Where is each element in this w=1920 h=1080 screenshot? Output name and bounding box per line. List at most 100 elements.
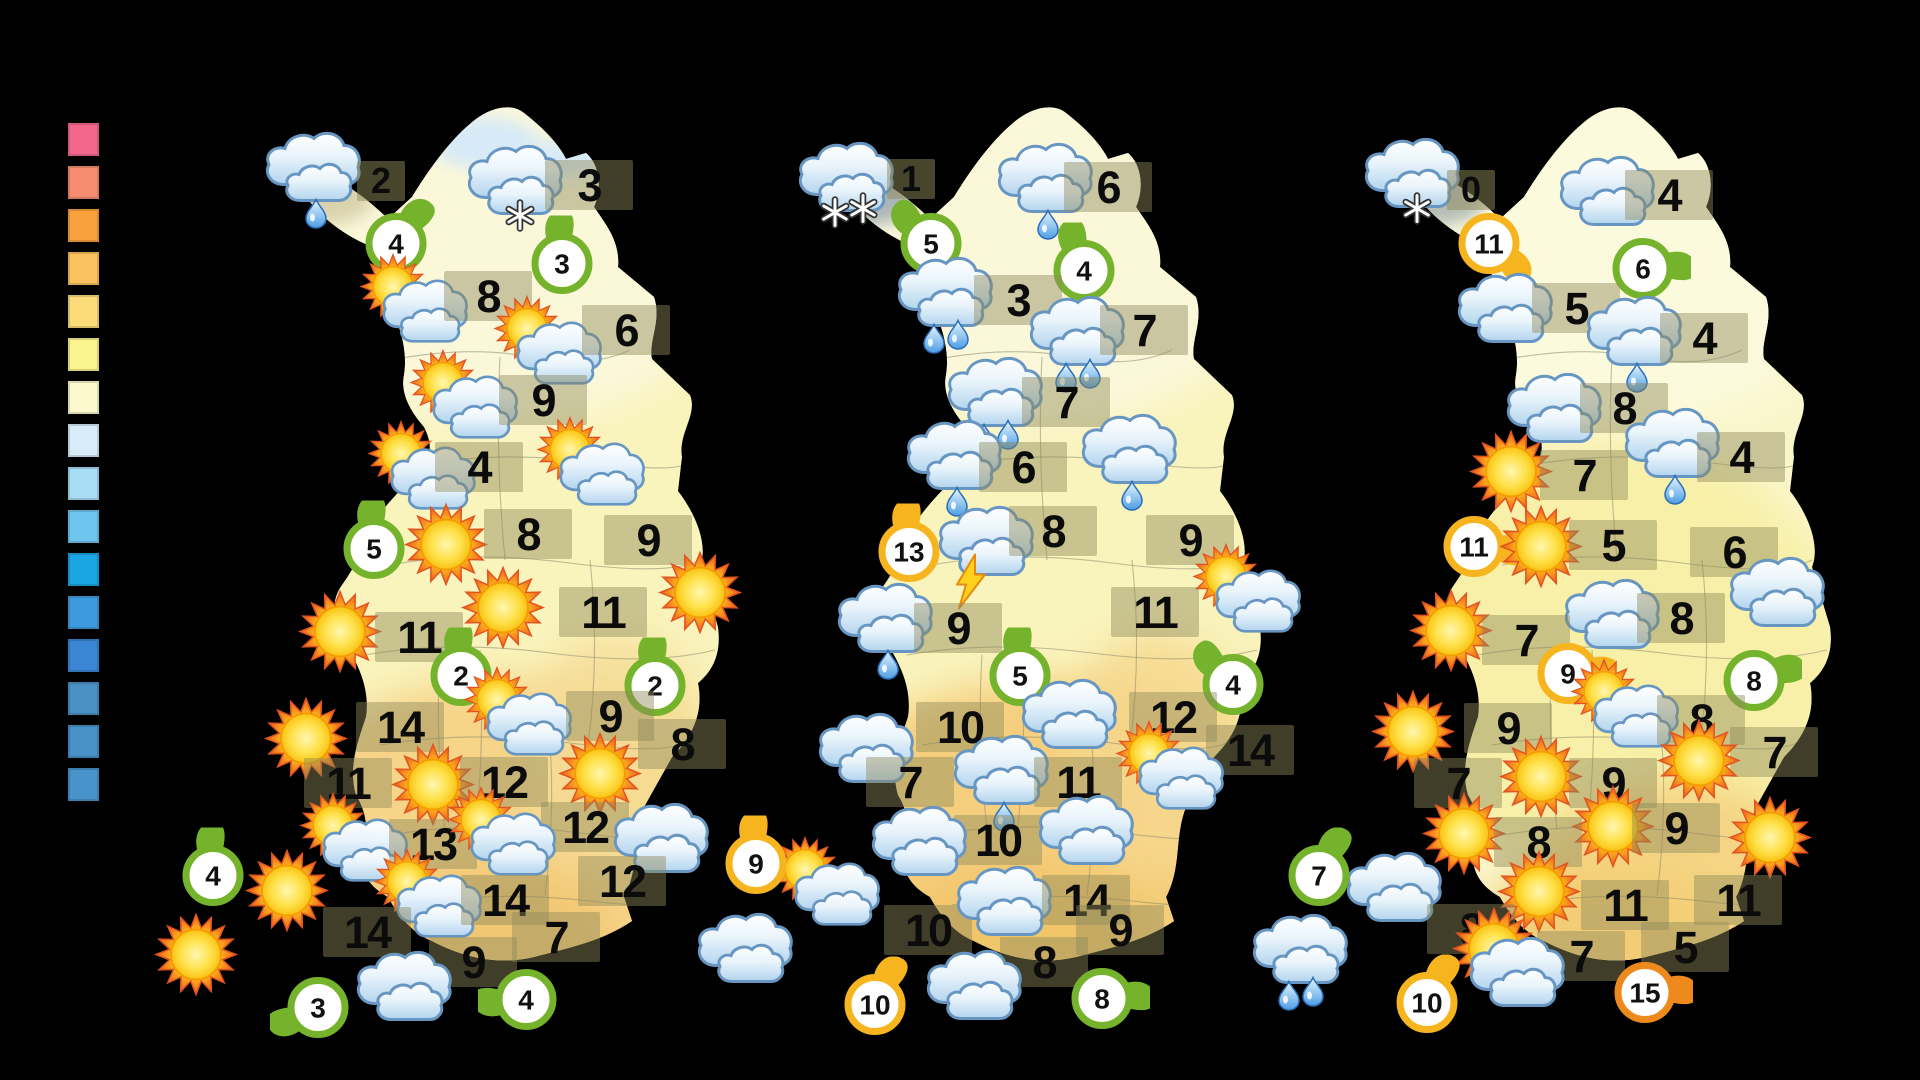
temperature-label: 5 — [1641, 922, 1729, 972]
wind-speed-value: 4 — [388, 229, 404, 260]
temperature-value: 10 — [904, 904, 953, 956]
temperature-value: 5 — [1673, 921, 1698, 973]
wind-speed-value: 13 — [893, 537, 924, 568]
temperature-value: 8 — [1669, 592, 1694, 644]
wind-marker-ring — [878, 521, 940, 582]
temperature-label: 14 — [461, 875, 549, 925]
temperature-value: 12 — [561, 801, 610, 853]
wind-speed-value: 15 — [1629, 978, 1660, 1009]
wind-speed-marker: 5 — [883, 196, 979, 297]
wind-marker-ring — [725, 833, 787, 894]
wind-speed-value: 5 — [923, 229, 939, 260]
wind-speed-value: 4 — [205, 861, 221, 892]
cloud-icon — [952, 862, 1054, 945]
temperature-value: 7 — [1569, 930, 1594, 982]
wind-speed-marker: 8 — [1706, 633, 1807, 734]
temperature-value: 14 — [481, 874, 530, 926]
wind-speed-value: 11 — [1459, 532, 1489, 563]
temperature-value: 14 — [1062, 874, 1111, 926]
temperature-value: 11 — [1133, 586, 1179, 638]
wind-speed-marker: 9 — [708, 810, 804, 917]
temperature-label-small: 2 — [357, 161, 405, 201]
wind-speed-marker: 15 — [1597, 945, 1699, 1046]
legend-color-swatch — [68, 553, 99, 586]
temperature-value: 11 — [397, 611, 443, 663]
temperature-value: 14 — [343, 906, 392, 958]
temperature-value: 9 — [531, 374, 556, 426]
wind-speed-value: 8 — [1094, 984, 1110, 1015]
temperature-value: 14 — [1226, 724, 1275, 776]
wind-speed-value: 10 — [859, 990, 890, 1021]
temperature-value: 7 — [1132, 304, 1157, 356]
sun-icon — [152, 911, 240, 1004]
cloud-icon — [1725, 553, 1827, 636]
wind-speed-value: 4 — [518, 985, 534, 1016]
temperature-value: 8 — [1041, 505, 1066, 557]
temperature-label: 7 — [1730, 727, 1818, 777]
temperature-label: 8 — [444, 271, 532, 321]
temperature-value: 7 — [544, 911, 569, 963]
temperature-label: 12 — [541, 802, 629, 852]
temperature-label: 14 — [323, 907, 411, 957]
temperature-label-small: 1 — [887, 159, 935, 199]
temperature-label: 3 — [545, 160, 633, 210]
sun-behind-cloud-icon — [530, 414, 648, 519]
temperature-label: 9 — [1632, 803, 1720, 853]
wind-speed-marker: 4 — [348, 196, 444, 297]
wind-speed-value: 11 — [1474, 229, 1504, 260]
temperature-value: 8 — [1612, 382, 1637, 434]
wind-marker-ring — [531, 233, 593, 294]
temperature-value: 6 — [1096, 161, 1121, 213]
temperature-label: 8 — [1580, 383, 1668, 433]
legend-color-swatch — [68, 381, 99, 414]
temperature-value: 4 — [1692, 312, 1717, 364]
temperature-label: 6 — [582, 305, 670, 355]
temperature-label: 10 — [954, 815, 1042, 865]
temperature-value: 7 — [1514, 614, 1539, 666]
temperature-value: 9 — [461, 936, 486, 988]
legend-color-swatch — [68, 768, 99, 801]
temperature-label: 7 — [1414, 758, 1502, 808]
legend-color-swatch — [68, 209, 99, 242]
cloud-icon — [352, 947, 454, 1030]
temperature-value: 11 — [1603, 879, 1649, 931]
temperature-label: 9 — [1076, 905, 1164, 955]
temperature-value: 4 — [467, 441, 492, 493]
wind-speed-marker: 5 — [972, 622, 1068, 729]
sun-icon — [656, 549, 744, 642]
temperature-label: 6 — [1690, 527, 1778, 577]
temperature-value: 3 — [1006, 274, 1031, 326]
temperature-label: 8 — [484, 509, 572, 559]
temperature-value: 7 — [898, 756, 923, 808]
temperature-label: 11 — [1581, 880, 1669, 930]
temperature-label: 11 — [559, 587, 647, 637]
wind-speed-value: 2 — [647, 671, 663, 702]
temperature-value: 7 — [1762, 726, 1787, 778]
wind-speed-marker: 5 — [326, 495, 422, 602]
temperature-value: 8 — [670, 718, 695, 770]
temperature-label: 14 — [1042, 875, 1130, 925]
wind-marker-ring — [1202, 654, 1264, 715]
temperature-label: 8 — [1637, 593, 1725, 643]
sun-icon — [296, 588, 384, 681]
wind-speed-value: 4 — [1076, 256, 1092, 287]
temperature-value: 8 — [476, 270, 501, 322]
temperature-value: 10 — [974, 814, 1023, 866]
wind-marker-ring — [287, 977, 349, 1038]
temperature-value: 5 — [1564, 282, 1589, 334]
temperature-label: 4 — [1660, 313, 1748, 363]
temperature-value: 9 — [1178, 514, 1203, 566]
sun-icon — [1726, 794, 1814, 887]
wind-speed-marker: 8 — [1054, 951, 1156, 1052]
wind-marker-ring — [1723, 650, 1785, 711]
wind-marker-ring — [1458, 213, 1520, 274]
temperature-value: 3 — [577, 159, 602, 211]
temperature-value: 5 — [1601, 519, 1626, 571]
temperature-value: 8 — [1032, 936, 1057, 988]
legend-color-swatch — [68, 725, 99, 758]
temperature-value: 8 — [516, 508, 541, 560]
temperature-value: 9 — [598, 690, 623, 742]
cloud-icon — [922, 946, 1024, 1029]
wind-speed-marker: 3 — [514, 210, 610, 317]
